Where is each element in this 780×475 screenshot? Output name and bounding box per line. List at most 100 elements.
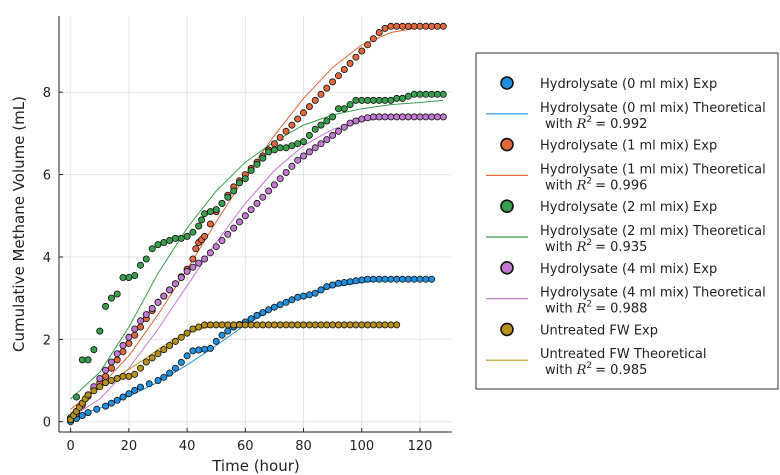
data-point [294,115,302,123]
data-point [102,302,110,310]
data-point [375,96,383,104]
data-point [247,166,255,174]
data-point [404,275,412,283]
data-point [317,321,325,329]
data-point [317,121,325,129]
data-point [84,391,92,399]
x-axis-label: Time (hour) [211,457,300,475]
data-point [107,358,115,366]
data-point [410,22,418,30]
data-point [294,293,302,301]
data-point [329,78,337,86]
data-point [192,245,200,253]
data-point [131,386,139,394]
data-point [224,327,232,335]
data-point [422,275,430,283]
data-point [276,133,284,141]
data-point [358,96,366,104]
data-point [171,280,179,288]
data-point [148,245,156,253]
axes [58,16,452,433]
data-point [311,289,319,297]
x-tick-label: 80 [295,439,312,454]
data-point [78,411,86,419]
y-tick-label: 4 [43,251,51,266]
legend-marker [500,137,514,152]
data-point [131,370,139,378]
data-point [416,90,424,98]
data-point [195,346,203,354]
data-point [160,292,168,300]
data-point [107,364,115,372]
data-point [404,113,412,121]
x-tick-label: 120 [408,439,433,454]
data-point [299,152,307,160]
data-point [201,232,209,240]
data-point [171,234,179,242]
x-tick-label: 100 [349,439,374,454]
data-point [323,321,331,329]
data-point [398,275,406,283]
data-point [422,113,430,121]
data-point [177,333,185,341]
data-point [166,236,174,244]
data-point [107,376,115,384]
data-point [166,286,174,294]
data-point [404,92,412,100]
data-point [369,321,377,329]
r2-symbol: R [576,302,587,317]
data-point [145,380,153,388]
y-axis-label: Cumulative Methane Volume (mL) [10,96,28,352]
legend-label: Hydrolysate (4 ml mix) Exp [540,262,717,277]
data-point [393,22,401,30]
data-point [375,321,383,329]
data-point [107,399,115,407]
r2-value: = 0.988 [595,302,647,317]
r2-prefix: with [545,178,573,193]
data-point [241,321,249,329]
data-point [364,275,372,283]
data-point [404,22,412,30]
data-point [364,114,372,122]
data-point [90,387,98,395]
data-point [364,96,372,104]
data-point [334,127,342,135]
data-point [433,90,441,98]
data-point [282,298,290,306]
data-point [259,321,267,329]
data-point [410,90,418,98]
data-point [183,352,191,360]
data-point [393,275,401,283]
data-point [334,279,342,287]
data-point [276,144,284,152]
data-point [212,243,220,251]
series-line [70,99,444,400]
data-point [276,175,284,183]
legend-label: Hydrolysate (2 ml mix) Theoretical [540,224,766,239]
data-point [352,117,360,125]
data-point [154,298,162,306]
data-point [96,327,104,335]
data-point [433,113,441,121]
r2-value: = 0.996 [595,178,647,193]
data-point [270,146,278,154]
data-point [276,301,284,309]
data-point [136,317,144,325]
legend: Hydrolysate (0 ml mix) Exp Hydrolysate (0… [475,52,779,390]
data-point [387,321,395,329]
y-tick-label: 0 [43,416,51,431]
data-point [329,321,337,329]
data-point [317,286,325,294]
data-point [224,193,232,201]
data-point [329,281,337,289]
r2-exponent: 2 [586,115,592,125]
data-point [230,321,238,329]
data-point [125,390,133,398]
data-point [387,22,395,30]
data-point [160,346,168,354]
legend-label: Hydrolysate (0 ml mix) Exp [540,77,717,92]
data-point [311,321,319,329]
data-point [340,278,348,286]
data-point [439,90,447,98]
data-point [387,96,395,104]
